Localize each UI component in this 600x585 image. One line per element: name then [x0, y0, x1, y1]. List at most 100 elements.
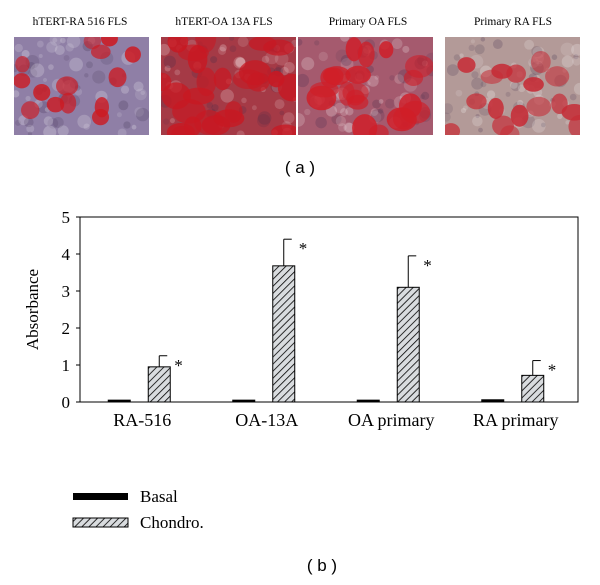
micrograph-oa-primary [298, 37, 433, 135]
stain-nodule [309, 81, 339, 98]
cell-texture [560, 42, 575, 57]
cell-texture [318, 51, 328, 62]
cell-texture [43, 116, 54, 126]
stain-nodule [108, 67, 127, 88]
stain-nodule [324, 67, 344, 85]
cell-texture [52, 116, 64, 129]
panel-b-label: ( b ) [306, 556, 338, 575]
cell-texture [540, 122, 546, 128]
panel-a-label: ( a ) [284, 158, 316, 177]
cell-texture [133, 81, 144, 92]
bar-basal [356, 399, 380, 403]
stain-nodule [59, 92, 77, 114]
cell-texture [402, 45, 410, 53]
y-tick-label: 1 [62, 356, 71, 375]
stain-nodule [183, 116, 202, 135]
stain-nodule [161, 72, 172, 91]
bar-basal [481, 399, 505, 403]
stain-nodule [480, 69, 504, 84]
cell-texture [84, 73, 89, 78]
micrograph-ra-primary [445, 37, 580, 135]
stain-nodule [172, 99, 206, 124]
cell-texture [164, 65, 171, 72]
cell-texture [517, 99, 524, 107]
cell-texture [69, 57, 83, 72]
cell-texture [36, 40, 44, 48]
significance-marker: * [299, 239, 308, 258]
cell-texture [26, 124, 35, 133]
legend-swatch-basal [73, 493, 128, 500]
y-tick-label: 2 [62, 319, 71, 338]
cell-texture [421, 91, 430, 100]
micrograph-ra516 [14, 37, 149, 135]
cell-texture [478, 127, 483, 133]
cell-texture [229, 37, 235, 41]
legend-label: Chondro. [140, 513, 204, 530]
cell-texture [315, 116, 327, 129]
cell-texture [468, 44, 475, 51]
stain-nodule [342, 82, 369, 103]
stain-nodule [167, 37, 189, 53]
cell-texture [229, 45, 237, 53]
cell-texture [453, 54, 461, 61]
cell-texture [486, 90, 496, 99]
stain-nodule [268, 70, 285, 88]
stain-nodule [530, 50, 551, 73]
cell-texture [54, 45, 65, 56]
significance-marker: * [548, 361, 557, 380]
bar-basal [107, 399, 131, 403]
cell-texture [279, 110, 285, 116]
cell-texture [475, 113, 480, 119]
cell-texture [340, 37, 350, 42]
cell-texture [162, 118, 170, 125]
legend-label: Basal [140, 487, 178, 506]
cell-texture [367, 75, 379, 87]
cell-texture [42, 77, 48, 83]
cell-texture [301, 57, 315, 71]
cell-texture [117, 128, 127, 135]
stain-nodule [83, 37, 102, 50]
y-axis-label: Absorbance [23, 269, 42, 350]
cell-texture [206, 102, 214, 109]
stain-nodule [345, 65, 371, 84]
cell-texture [345, 107, 354, 116]
cell-texture [211, 104, 219, 112]
cell-texture [257, 111, 272, 125]
cell-texture [298, 73, 310, 88]
cell-texture [419, 94, 425, 100]
cell-texture [14, 43, 23, 53]
stain-nodule [378, 41, 394, 59]
cell-texture [524, 39, 535, 50]
stain-nodule [14, 73, 31, 89]
cell-texture [48, 64, 54, 70]
cell-texture [46, 41, 58, 53]
cell-texture [459, 53, 464, 58]
stain-nodule [345, 37, 363, 62]
cell-texture [241, 97, 247, 104]
cell-texture [27, 131, 33, 135]
cell-texture [43, 125, 57, 135]
cell-texture [460, 107, 467, 114]
stain-nodule [523, 77, 544, 92]
cell-texture [340, 108, 348, 117]
cell-texture [65, 43, 74, 52]
micrograph-title-4: Primary RA FLS [474, 16, 552, 28]
legend-swatch-chondro [72, 517, 129, 528]
cell-texture [169, 118, 175, 124]
cell-texture [470, 39, 476, 44]
cell-texture [86, 61, 93, 69]
stain-nodule [177, 44, 209, 62]
micrograph-title-2: hTERT-OA 13A FLS [175, 16, 273, 28]
cell-texture [92, 70, 106, 84]
stain-nodule [492, 115, 514, 135]
cell-texture [335, 115, 347, 127]
micrograph-title-1: hTERT-RA 516 FLS [32, 16, 128, 28]
cell-texture [57, 125, 69, 135]
cell-texture [77, 114, 92, 129]
stain-nodule [466, 93, 487, 110]
cell-texture [571, 43, 580, 56]
stain-nodule [551, 93, 568, 115]
stain-nodule [196, 67, 217, 97]
cell-texture [251, 105, 257, 111]
stain-nodule [246, 72, 270, 92]
